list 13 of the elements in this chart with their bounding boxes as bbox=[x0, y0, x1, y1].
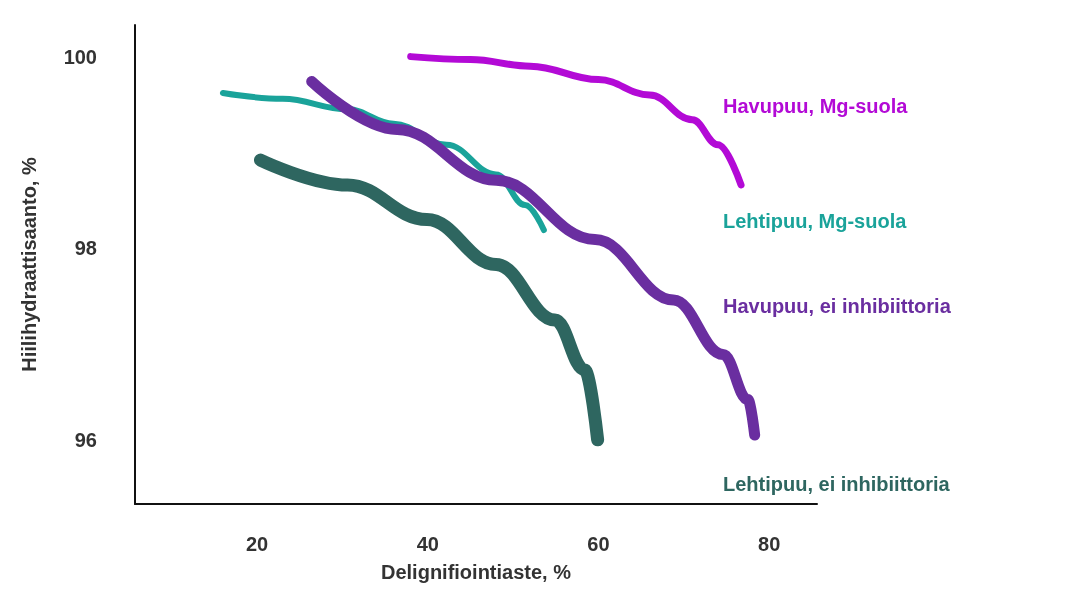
x-tick-label: 20 bbox=[245, 533, 269, 555]
series-label: Havupuu, ei inhibiittoria bbox=[723, 295, 952, 317]
x-tick-label: 60 bbox=[587, 533, 610, 555]
y-tick-label: 96 bbox=[74, 428, 97, 451]
x-tick-label: 40 bbox=[416, 533, 439, 555]
x-tick-label: 80 bbox=[758, 533, 781, 555]
y-tick-label: 100 bbox=[63, 45, 97, 68]
series-label: Havupuu, Mg-suola bbox=[723, 95, 909, 117]
x-axis-title: Delignifiointiaste, % bbox=[380, 561, 572, 583]
text: Lehtipuu, ei inhibiittoria bbox=[723, 473, 951, 495]
y-axis-title: Hiilihydraattisaanto, % bbox=[18, 157, 40, 372]
text: Lehtipuu, Mg-suola bbox=[723, 210, 908, 232]
y-tick-label: 98 bbox=[74, 237, 97, 260]
